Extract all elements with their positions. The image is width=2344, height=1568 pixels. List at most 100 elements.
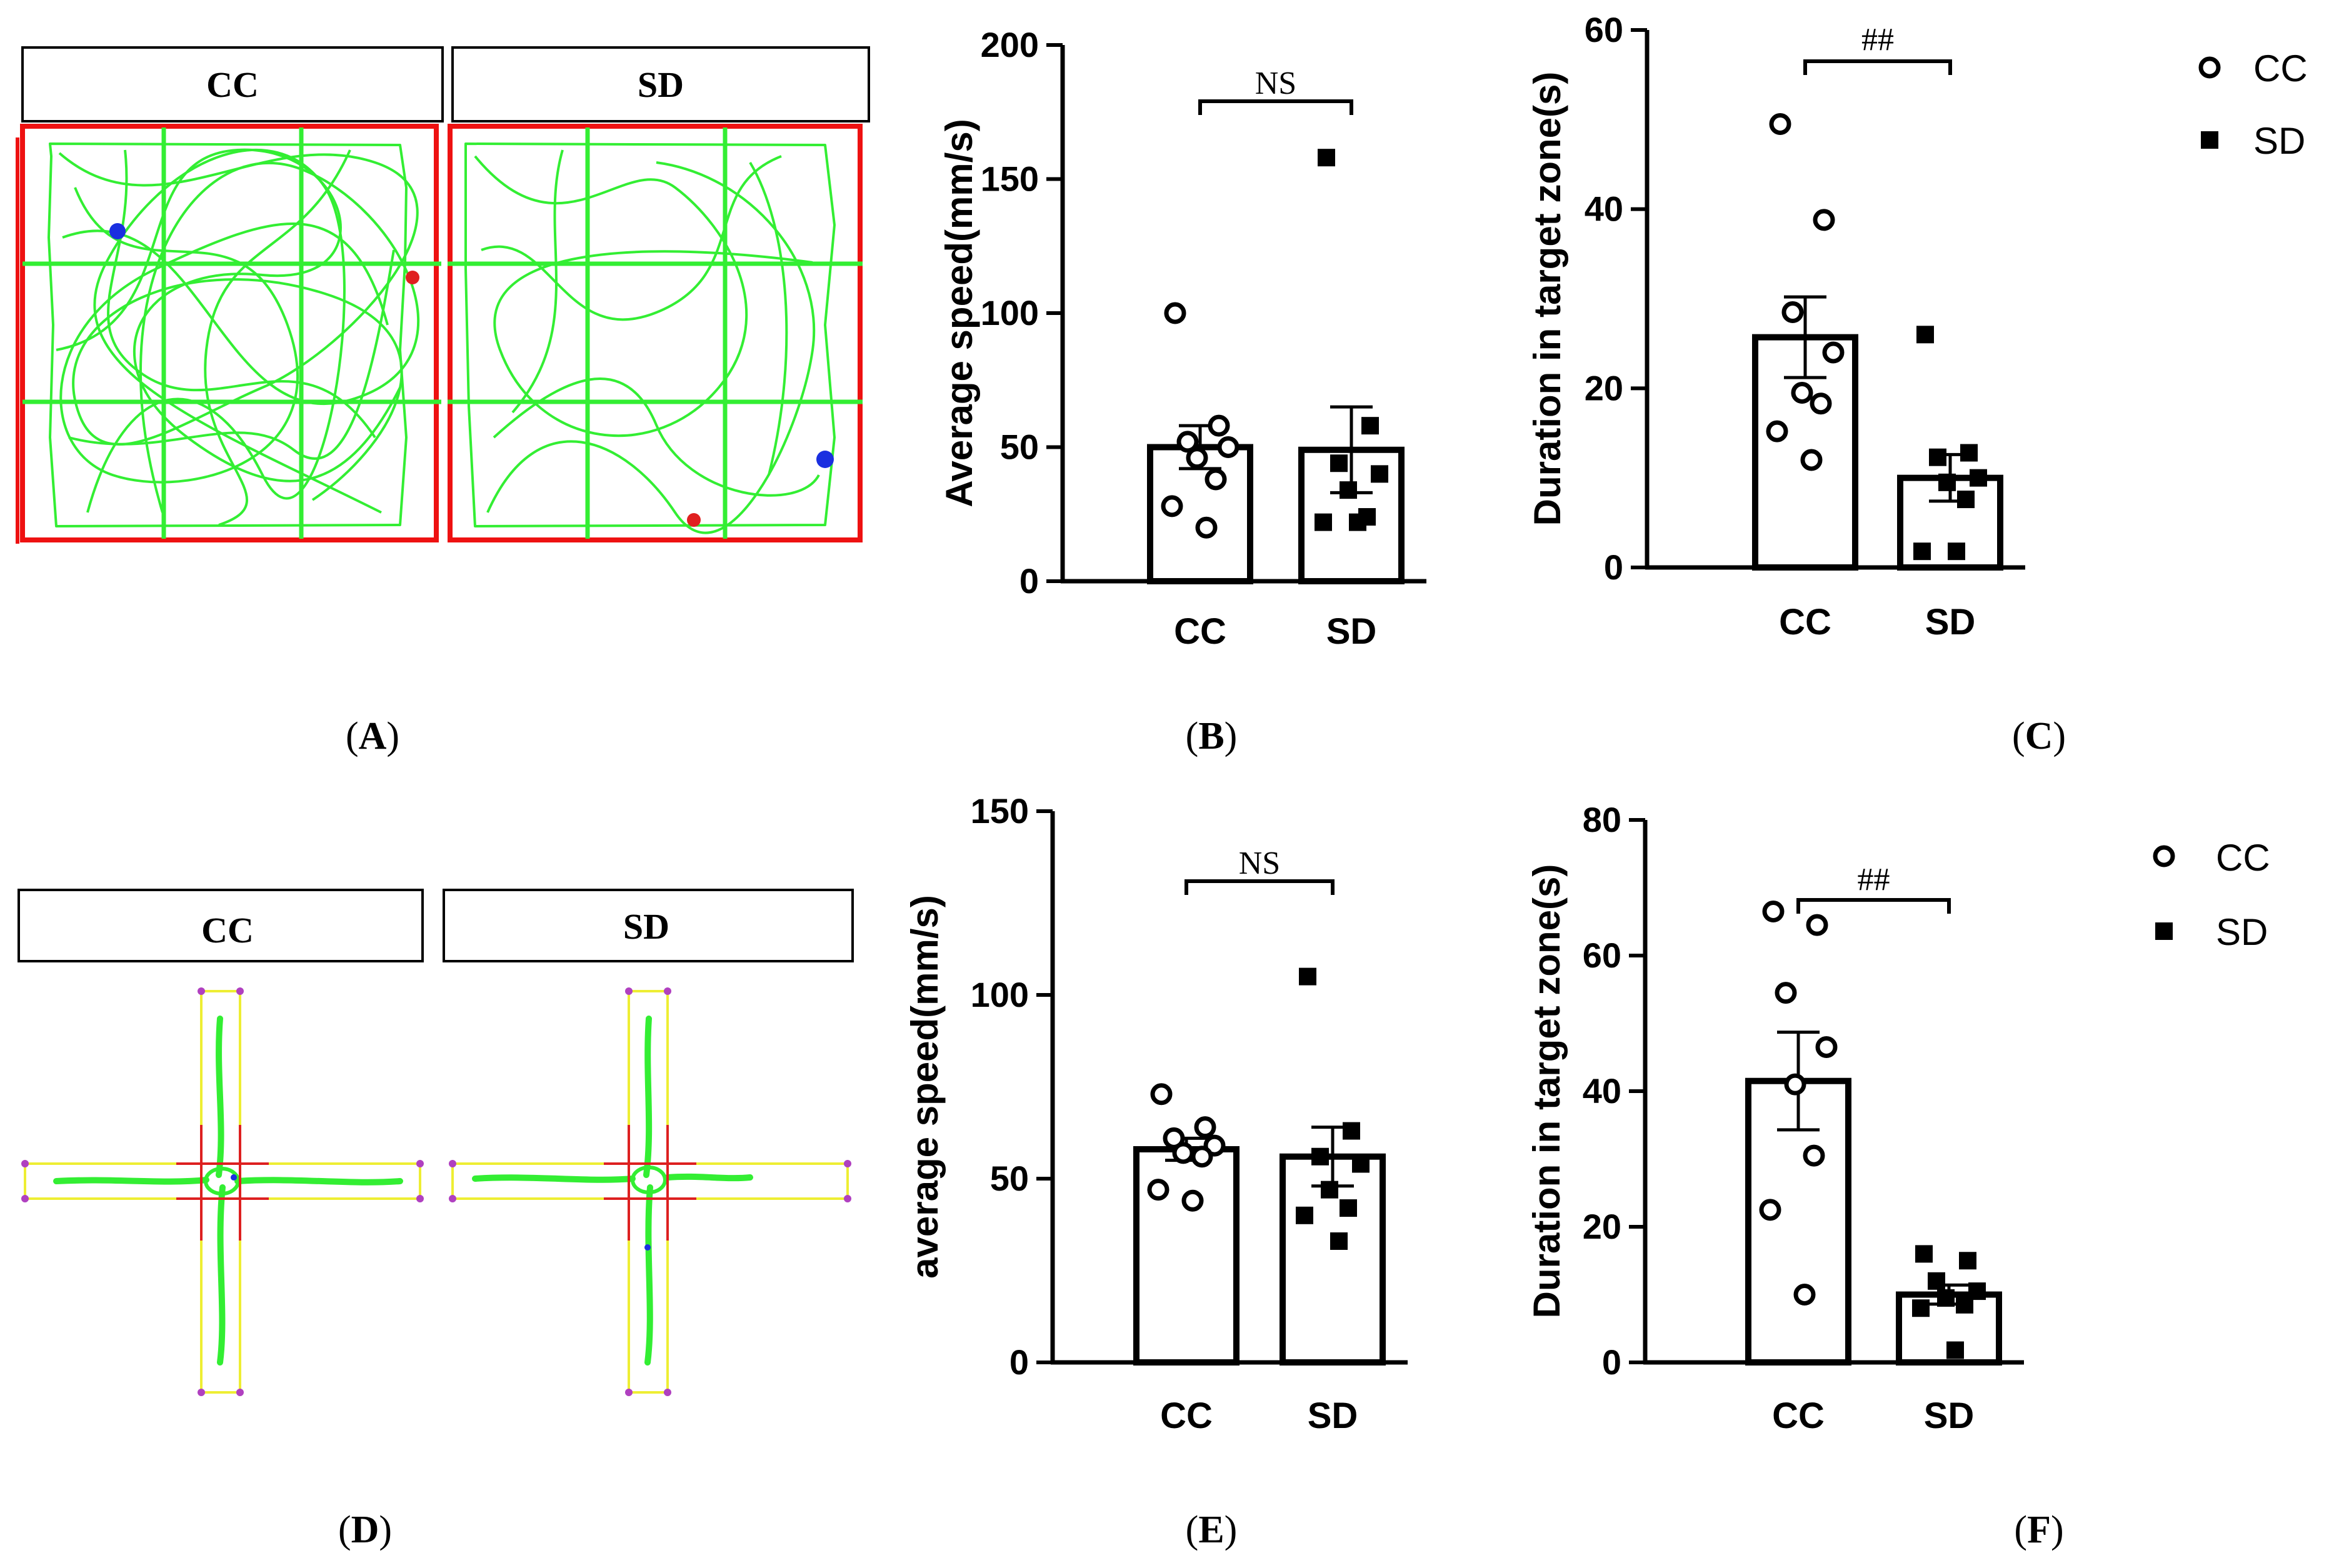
data-point-cc — [1181, 1189, 1204, 1212]
y-axis-label: Duration in target zone(s) — [1526, 72, 1568, 526]
significance-label: ## — [1861, 22, 1894, 57]
y-tick-label: 40 — [1585, 189, 1623, 229]
y-tick-label: 50 — [1000, 427, 1039, 467]
data-point-sd — [1929, 448, 1946, 466]
data-point-cc — [1806, 914, 1828, 936]
panel-label-d: (D) — [338, 1509, 392, 1551]
y-tick-label: 80 — [1583, 800, 1621, 839]
x-tick-label-sd: SD — [1326, 611, 1377, 652]
panel-a-right-header — [451, 46, 870, 122]
data-point-sd — [1340, 481, 1357, 499]
data-point-cc — [1208, 414, 1230, 437]
open-field-arena-cc — [16, 124, 441, 544]
start-point-blue — [109, 223, 126, 239]
plus-maze-sd — [449, 987, 851, 1396]
significance-bracket — [1796, 898, 1951, 914]
data-point-cc — [1803, 1144, 1825, 1167]
data-point-sd — [1916, 326, 1934, 344]
data-point-sd — [1948, 542, 1965, 561]
x-tick-label-cc: CC — [1772, 1396, 1825, 1436]
x-tick-label-cc: CC — [1779, 602, 1831, 642]
legend-top: CC SD — [2198, 47, 2308, 162]
data-point-sd — [1937, 1289, 1955, 1307]
chart-panel-c: 0 20 40 60 Duration in target zone(s) CC SD ## — [1526, 10, 2025, 642]
data-point-cc — [1194, 1116, 1216, 1139]
panel-label-b: (B) — [1186, 715, 1238, 757]
data-point-sd — [1343, 1122, 1360, 1140]
data-point-sd — [1349, 513, 1366, 531]
panel-d-right-header-label: SD — [623, 906, 669, 947]
data-point-cc — [1161, 495, 1183, 517]
y-tick-label: 40 — [1583, 1071, 1621, 1111]
data-point-sd — [1340, 1199, 1357, 1217]
chart-panel-e: 0 50 100 150 average speed(mm/s) CC SD NS — [904, 791, 1408, 1436]
significance-bracket — [1198, 99, 1353, 115]
data-point-sd — [1371, 465, 1388, 483]
data-point-sd — [1296, 1206, 1313, 1224]
data-point-sd — [1361, 417, 1379, 435]
panel-d-left-header — [18, 889, 424, 962]
legend-sd-marker — [2201, 131, 2218, 149]
panel-label-c: (C) — [2012, 715, 2066, 757]
data-point-cc — [1176, 431, 1199, 453]
data-point-cc — [1759, 1199, 1781, 1221]
y-tick-label: 20 — [1583, 1207, 1621, 1246]
open-field-arena-sd — [448, 124, 863, 542]
data-point-cc — [1205, 468, 1227, 491]
y-tick-label: 150 — [971, 791, 1029, 831]
data-point-sd — [1330, 454, 1348, 472]
data-point-sd — [1915, 1245, 1933, 1263]
data-point-cc — [1172, 1142, 1195, 1164]
chart-panel-b: 0 50 100 150 200 Average speed(mm/s) CC SD NS — [938, 25, 1426, 652]
data-point-sd — [1956, 1296, 1973, 1314]
y-axis-label: average speed(mm/s) — [904, 895, 946, 1279]
legend-cc-marker — [2198, 56, 2221, 79]
legend-sd-label: SD — [2216, 911, 2268, 953]
data-point-sd — [1928, 1272, 1945, 1290]
data-point-cc — [1793, 1284, 1816, 1306]
y-tick-label: 0 — [1602, 1342, 1621, 1382]
data-point-cc — [1163, 1127, 1185, 1149]
y-tick-label: 20 — [1585, 368, 1623, 407]
significance-label: NS — [1255, 66, 1296, 101]
panel-label-a: (A) — [346, 715, 399, 757]
significance-label: ## — [1858, 862, 1890, 897]
data-point-sd — [1960, 444, 1978, 462]
data-point-sd — [1330, 1232, 1348, 1250]
x-tick-label-cc: CC — [1174, 611, 1226, 652]
data-point-cc — [1784, 1073, 1806, 1096]
data-point-sd — [1912, 1299, 1930, 1317]
panel-d-left-header-label: CC — [201, 910, 254, 951]
data-point-sd — [1321, 1181, 1338, 1199]
x-tick-label-sd: SD — [1308, 1396, 1358, 1436]
data-point-cc — [1822, 341, 1845, 364]
data-point-sd — [1913, 542, 1931, 561]
data-point-sd — [1318, 149, 1335, 167]
panel-label-e: (E) — [1186, 1509, 1238, 1551]
end-point-red — [687, 513, 701, 527]
panel-a-left-header-label: CC — [206, 64, 259, 105]
panel-d: CC SD — [18, 889, 854, 1551]
data-point-sd — [1299, 967, 1316, 986]
data-point-cc — [1815, 1036, 1838, 1058]
x-tick-label-cc: CC — [1160, 1396, 1213, 1436]
y-tick-label: 150 — [981, 159, 1039, 199]
data-point-sd — [1938, 473, 1956, 491]
data-point-sd — [1957, 491, 1975, 509]
data-point-cc — [1791, 382, 1813, 404]
legend-cc-marker — [2153, 845, 2175, 867]
x-tick-label-sd: SD — [1925, 602, 1976, 642]
panel-label-f: (F) — [2014, 1509, 2063, 1551]
data-point-sd — [1352, 1155, 1370, 1173]
y-tick-label: 0 — [1009, 1342, 1029, 1382]
x-tick-label-sd: SD — [1924, 1396, 1975, 1436]
panel-d-right-header — [443, 889, 854, 962]
data-point-cc — [1775, 982, 1797, 1004]
plus-maze-cc — [21, 987, 424, 1396]
legend-cc-label: CC — [2216, 837, 2270, 879]
y-tick-label: 200 — [981, 25, 1039, 64]
start-point-blue — [816, 451, 834, 468]
significance-bracket — [1803, 59, 1952, 75]
y-tick-label: 100 — [981, 293, 1039, 332]
